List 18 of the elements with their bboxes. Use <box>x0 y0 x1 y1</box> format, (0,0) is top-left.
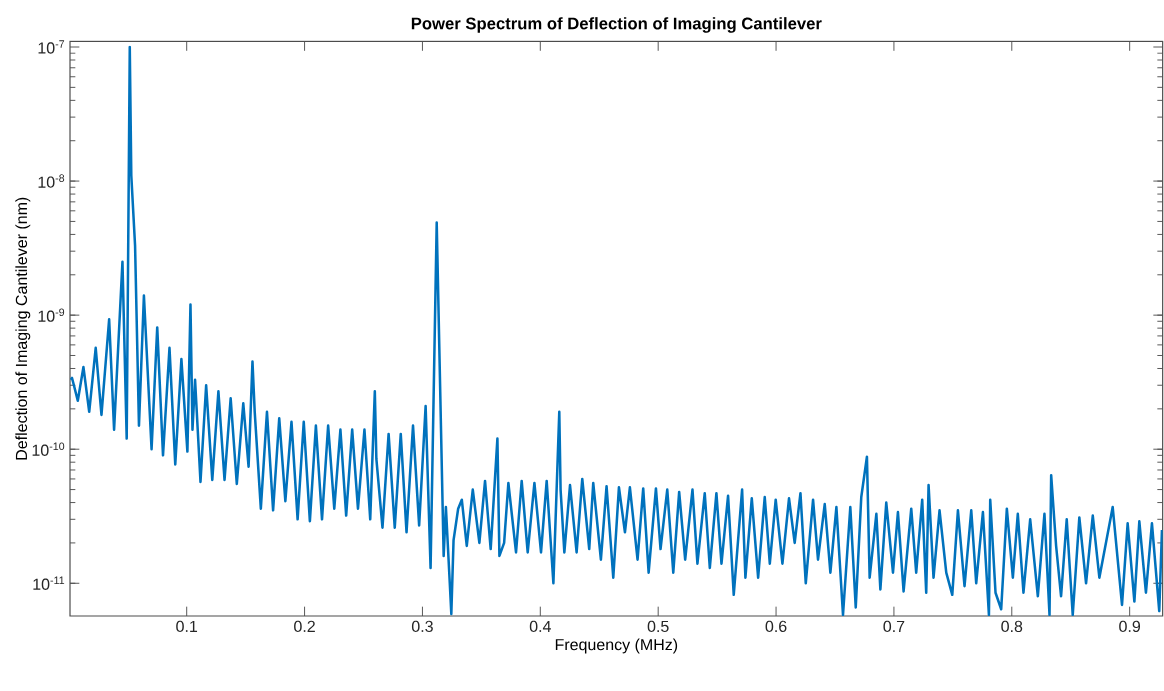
y-tick-label: 10$^{-9}$ <box>38 308 65 322</box>
chart-title: Power Spectrum of Deflection of Imaging Cantilever <box>411 17 822 33</box>
line-series <box>70 45 1163 617</box>
x-tick-label: 0.6 <box>765 620 787 633</box>
x-tick-label: 0.4 <box>529 620 551 633</box>
y-tick-label: 10$^{-11}$ <box>33 576 65 590</box>
x-tick-label: 0.2 <box>294 620 315 633</box>
x-tick-label: 0.1 <box>176 620 198 633</box>
y-tick-label: 10$^{-8}$ <box>38 174 65 188</box>
x-tick-label: 0.7 <box>883 620 905 633</box>
x-tick-label: 0.5 <box>647 620 669 633</box>
x-tick-label: 0.3 <box>411 620 433 633</box>
y-tick-label: 10$^{-10}$ <box>32 442 65 456</box>
x-tick-label: 0.8 <box>1001 620 1023 633</box>
y-axis-title: Deflection of Imaging Cantilever (nm) <box>15 197 31 460</box>
y-tick-label: 10$^{-7}$ <box>38 40 65 54</box>
x-axis-title: Frequency (MHz) <box>555 638 678 654</box>
x-tick-label: 0.9 <box>1119 620 1141 633</box>
